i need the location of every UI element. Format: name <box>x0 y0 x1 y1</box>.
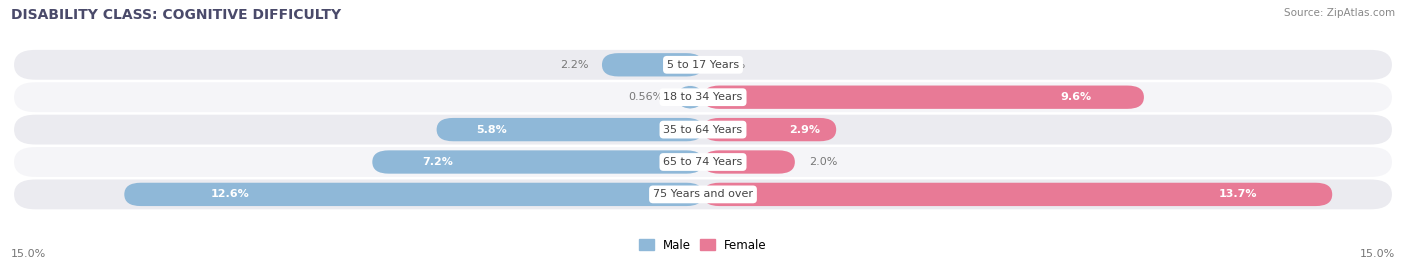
FancyBboxPatch shape <box>14 82 1392 112</box>
FancyBboxPatch shape <box>124 183 703 206</box>
FancyBboxPatch shape <box>437 118 703 141</box>
FancyBboxPatch shape <box>14 147 1392 177</box>
Text: 75 Years and over: 75 Years and over <box>652 189 754 200</box>
Text: 0.56%: 0.56% <box>628 92 664 102</box>
Text: 13.7%: 13.7% <box>1218 189 1257 200</box>
FancyBboxPatch shape <box>678 86 703 109</box>
Text: 2.0%: 2.0% <box>808 157 837 167</box>
FancyBboxPatch shape <box>602 53 703 76</box>
Legend: Male, Female: Male, Female <box>634 234 772 256</box>
Text: 35 to 64 Years: 35 to 64 Years <box>664 124 742 135</box>
FancyBboxPatch shape <box>703 150 794 174</box>
Text: 5.8%: 5.8% <box>477 124 508 135</box>
Text: 2.9%: 2.9% <box>789 124 820 135</box>
Text: 7.2%: 7.2% <box>422 157 453 167</box>
FancyBboxPatch shape <box>14 180 1392 209</box>
Text: 65 to 74 Years: 65 to 74 Years <box>664 157 742 167</box>
Text: DISABILITY CLASS: COGNITIVE DIFFICULTY: DISABILITY CLASS: COGNITIVE DIFFICULTY <box>11 8 342 22</box>
Text: Source: ZipAtlas.com: Source: ZipAtlas.com <box>1284 8 1395 18</box>
FancyBboxPatch shape <box>14 115 1392 144</box>
FancyBboxPatch shape <box>703 86 1144 109</box>
Text: 2.2%: 2.2% <box>560 60 588 70</box>
Text: 9.6%: 9.6% <box>1060 92 1091 102</box>
FancyBboxPatch shape <box>373 150 703 174</box>
Text: 5 to 17 Years: 5 to 17 Years <box>666 60 740 70</box>
Text: 0.0%: 0.0% <box>717 60 745 70</box>
Text: 18 to 34 Years: 18 to 34 Years <box>664 92 742 102</box>
FancyBboxPatch shape <box>703 183 1333 206</box>
FancyBboxPatch shape <box>703 118 837 141</box>
Text: 15.0%: 15.0% <box>11 249 46 259</box>
Text: 12.6%: 12.6% <box>211 189 250 200</box>
FancyBboxPatch shape <box>14 50 1392 80</box>
Text: 15.0%: 15.0% <box>1360 249 1395 259</box>
